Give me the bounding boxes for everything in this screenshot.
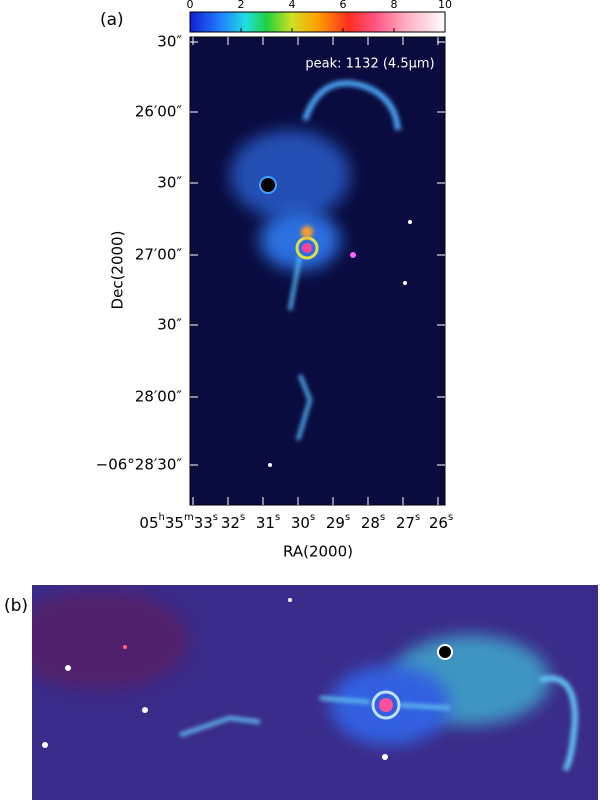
- x-tick-label: 29s: [326, 512, 350, 532]
- source: [259, 176, 277, 194]
- arc: [539, 675, 579, 772]
- star: [142, 707, 148, 713]
- panel-label: (a): [100, 10, 124, 30]
- tick-part: 31: [256, 514, 275, 532]
- tick-part: s: [310, 512, 315, 523]
- x-tick-label: 26s: [429, 512, 453, 532]
- x-tick-label: 28s: [361, 512, 385, 532]
- tick-part: s: [213, 512, 218, 523]
- jet: [319, 696, 451, 710]
- tick-part: 33: [194, 514, 213, 532]
- tick-part: 27: [396, 514, 415, 532]
- star: [42, 742, 48, 748]
- source: [301, 226, 313, 238]
- x-tick-label: 30s: [291, 512, 315, 532]
- arc: [302, 80, 401, 131]
- tick-part: 28: [361, 514, 380, 532]
- dust: [32, 590, 190, 690]
- star: [408, 220, 412, 224]
- tick-part: s: [448, 512, 453, 523]
- x-tick-label: 27s: [396, 512, 420, 532]
- tick-part: s: [345, 512, 350, 523]
- star: [123, 645, 127, 649]
- colorbar-tick-label: 10: [438, 0, 452, 11]
- source: [437, 644, 453, 660]
- tick-part: s: [275, 512, 280, 523]
- jet: [288, 254, 302, 311]
- annotation: peak: 1132 (4.5μm): [305, 57, 434, 72]
- image-b: [32, 585, 598, 800]
- tick-part: 29: [326, 514, 345, 532]
- colorbar-tick-label: 4: [289, 0, 296, 11]
- x-tick-label: 31s: [256, 512, 280, 532]
- y-tick-label: −06°28′30″: [96, 456, 183, 474]
- star: [288, 598, 292, 602]
- tick-part: h: [159, 512, 165, 523]
- y-tick-label: 30″: [157, 33, 182, 51]
- y-axis-title: Dec(2000): [109, 231, 127, 310]
- y-tick-label: 26′00″: [135, 103, 183, 121]
- tick-part: 30: [291, 514, 310, 532]
- jet: [296, 374, 313, 441]
- colorbar-tick-label: 6: [340, 0, 347, 11]
- tick-part: m: [184, 512, 194, 523]
- star: [403, 281, 407, 285]
- star: [65, 665, 71, 671]
- jet: [179, 715, 261, 737]
- image-a: [190, 37, 445, 505]
- tick-part: 26: [429, 514, 448, 532]
- tick-part: s: [240, 512, 245, 523]
- nebula: [230, 130, 350, 220]
- source: [371, 690, 401, 720]
- star: [268, 463, 272, 467]
- colorbar-tick-label: 2: [238, 0, 245, 11]
- colorbar: [189, 11, 446, 33]
- image-bg: [190, 37, 445, 505]
- x-tick-label: 05h35m33s: [139, 512, 218, 532]
- frame-a: [189, 36, 446, 506]
- panel-label: (b): [4, 596, 28, 616]
- source: [302, 243, 312, 253]
- y-tick-label: 30″: [157, 174, 182, 192]
- tick-part: s: [380, 512, 385, 523]
- tick-part: 05: [139, 514, 158, 532]
- x-tick-label: 32s: [221, 512, 245, 532]
- tick-part: 32: [221, 514, 240, 532]
- tick-part: 35: [165, 514, 184, 532]
- y-tick-label: 27′00″: [135, 246, 183, 264]
- colorbar-tick-label: 8: [391, 0, 398, 11]
- y-tick-label: 28′00″: [135, 388, 183, 406]
- source: [350, 252, 356, 258]
- x-axis-title: RA(2000): [283, 543, 353, 561]
- source: [379, 698, 393, 712]
- star: [382, 754, 388, 760]
- y-tick-label: 30″: [157, 316, 182, 334]
- colorbar-tick-label: 0: [187, 0, 194, 11]
- tick-part: s: [415, 512, 420, 523]
